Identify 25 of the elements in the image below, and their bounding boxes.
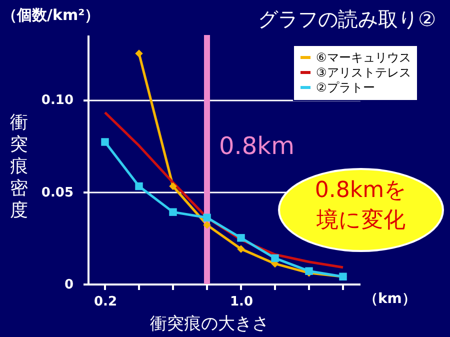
- x-axis-title: 衝突痕の大きさ: [150, 313, 269, 335]
- y-axis-title: 衝突痕密度: [10, 112, 29, 222]
- point: [271, 254, 279, 262]
- annotation: 0.8kmを境に変化: [314, 177, 408, 235]
- text: （km）: [364, 290, 416, 308]
- y-tick-label: 0: [64, 278, 74, 292]
- point: [169, 208, 177, 216]
- y-tick-label: 0.05: [41, 185, 74, 200]
- point: [135, 182, 143, 190]
- legend-label: ②プラトー: [316, 80, 375, 94]
- point: [169, 182, 177, 190]
- text: （個数/km²）: [2, 6, 100, 25]
- legend-label: ⑥マーキュリウス: [316, 50, 411, 64]
- x-tick-label: 0.2: [94, 294, 118, 310]
- point: [203, 214, 211, 222]
- point: [237, 234, 245, 242]
- point: [237, 245, 245, 253]
- legend-label: ③アリストテレス: [316, 66, 411, 80]
- point: [101, 138, 109, 146]
- point: [135, 50, 143, 58]
- point: [203, 221, 211, 229]
- y-tick-label: 0.10: [41, 93, 74, 108]
- ref-line-label: 0.8km: [219, 132, 294, 160]
- x-tick-label: 1.0: [230, 294, 254, 310]
- chart-title: グラフの読み取り②: [258, 6, 436, 33]
